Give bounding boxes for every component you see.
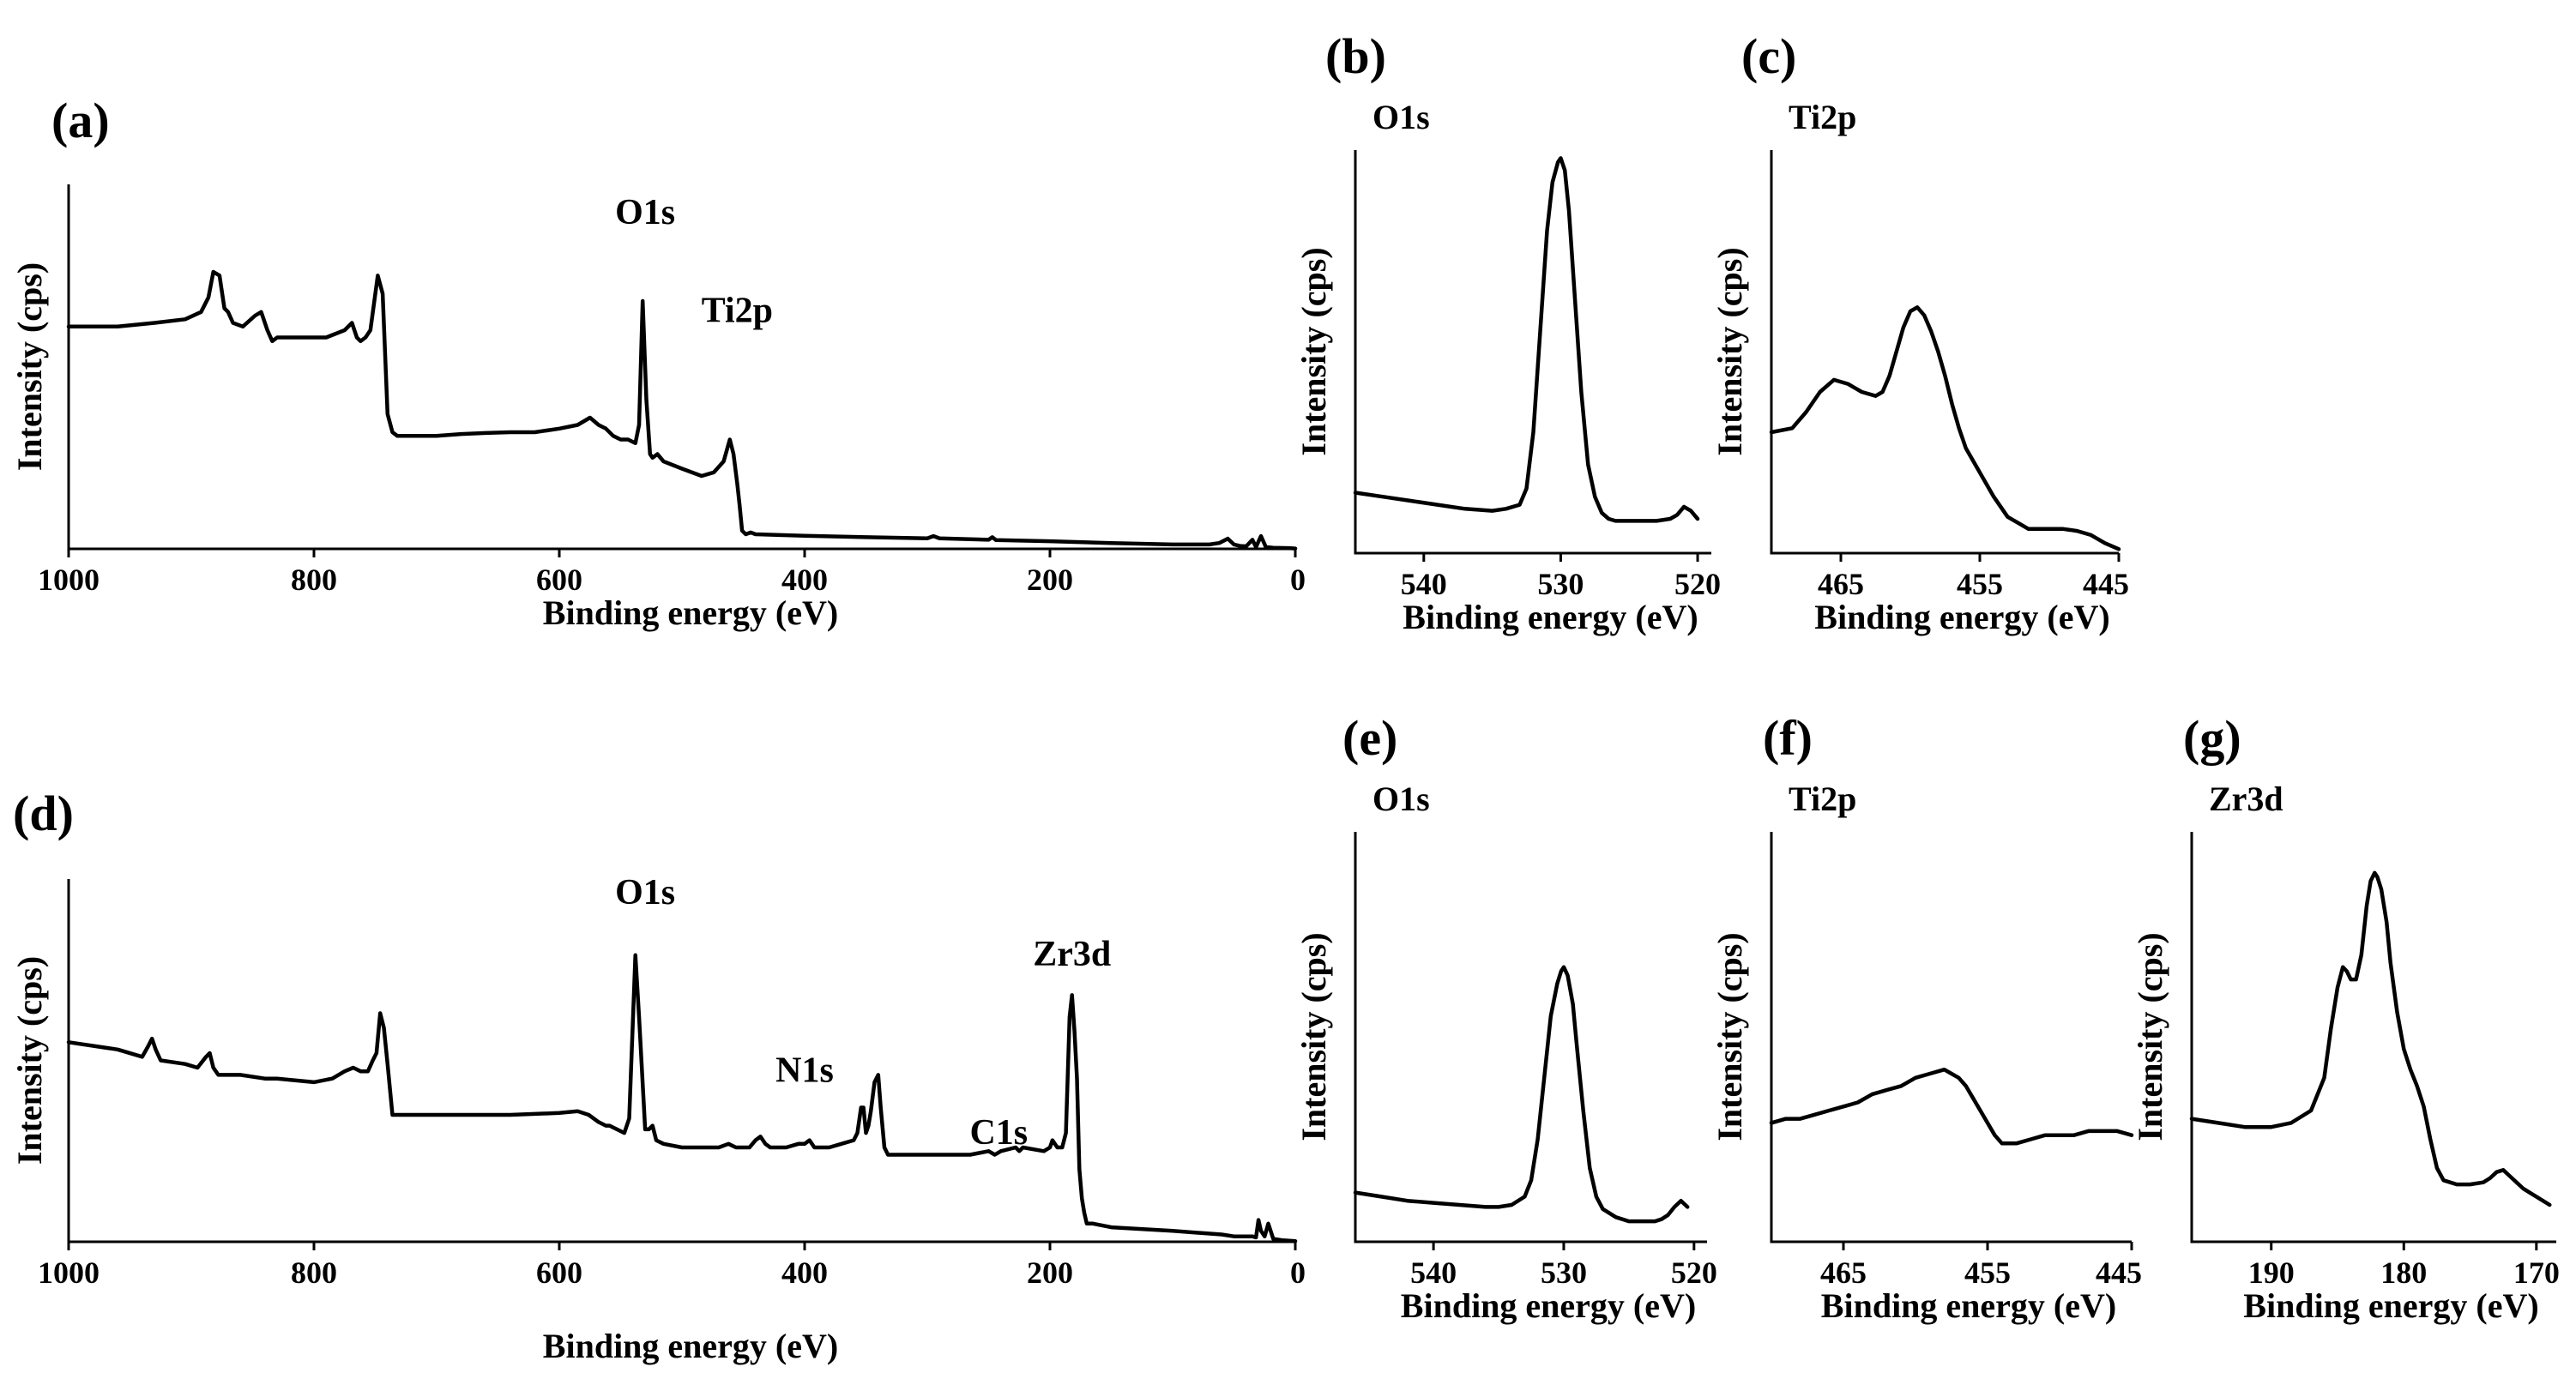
y-axis-label: Intensity (cps)	[10, 262, 49, 471]
inset-title: Ti2p	[1789, 98, 1856, 136]
x-tick-label: 520	[1674, 567, 1721, 601]
series-line-o1s	[1353, 965, 1690, 1224]
x-tick-label: 600	[536, 563, 582, 597]
peak-annotation: C1s	[969, 1113, 1028, 1153]
y-axis-label: Intensity (cps)	[2131, 932, 2169, 1141]
peak-annotation: Zr3d	[1033, 935, 1111, 974]
y-axis-label: Intensity (cps)	[1294, 247, 1333, 455]
panel-label: (c)	[1741, 28, 1796, 84]
series-line-ti2p	[1769, 1067, 2134, 1146]
panel-label: (a)	[51, 93, 110, 148]
panel-label: (d)	[13, 786, 74, 841]
x-tick-label: 540	[1401, 567, 1447, 601]
axis-lines	[1770, 150, 2119, 555]
panel-label: (g)	[2183, 710, 2241, 766]
inset-title: Ti2p	[1789, 780, 1856, 818]
x-axis-label: Binding energy (eV)	[1401, 1286, 1696, 1325]
inset-title: O1s	[1372, 98, 1430, 136]
y-axis-label: Intensity (cps)	[10, 956, 49, 1165]
axis-lines	[1354, 832, 1707, 1243]
peak-annotation: Ti2p	[702, 292, 773, 331]
x-axis-label: Binding energy (eV)	[543, 1327, 838, 1365]
panel-d: (d) Intensity (cps) 1000 800 600 400 200 0 Bindi…	[10, 786, 1306, 1365]
x-tick-label: 180	[2380, 1255, 2427, 1290]
axis-lines	[1770, 832, 2132, 1243]
x-tick-label: 190	[2248, 1255, 2295, 1290]
inset-title: O1s	[1372, 780, 1430, 818]
x-axis-label: Binding energy (eV)	[1821, 1286, 2116, 1325]
x-tick-label: 465	[1820, 1255, 1867, 1290]
series-line-survey	[66, 269, 1298, 551]
y-axis-label: Intensity (cps)	[1710, 932, 1749, 1141]
axis-lines	[2190, 832, 2556, 1243]
panel-a: (a) Intensity (cps) 1000 800 600 400 200 0 Bindi…	[10, 93, 1306, 632]
panel-label: (b)	[1325, 28, 1386, 84]
axis-lines	[67, 879, 1295, 1243]
panel-label: (f)	[1763, 710, 1813, 766]
x-axis-label: Binding energy (eV)	[1403, 598, 1698, 636]
x-axis-label: Binding energy (eV)	[1814, 598, 2109, 636]
panel-label: (e)	[1342, 710, 1397, 766]
inset-title: Zr3d	[2209, 780, 2283, 818]
peak-annotation: N1s	[775, 1051, 834, 1090]
axis-lines	[67, 184, 1295, 551]
x-tick-label: 600	[536, 1255, 582, 1290]
series-line-ti2p	[1769, 305, 2121, 551]
x-tick-label: 455	[1957, 567, 2003, 601]
x-tick-label: 800	[291, 563, 337, 597]
x-tick-label: 800	[291, 1255, 337, 1290]
x-tick-label: 0	[1290, 1255, 1306, 1290]
x-tick-label: 200	[1027, 563, 1073, 597]
series-line-survey	[66, 953, 1298, 1243]
x-tick-label: 400	[781, 563, 828, 597]
x-tick-label: 530	[1537, 567, 1584, 601]
series-line-zr3d	[2189, 870, 2552, 1207]
x-tick-label: 530	[1541, 1255, 1587, 1290]
x-tick-label: 1000	[38, 563, 100, 597]
x-tick-label: 540	[1410, 1255, 1457, 1290]
peak-annotation: O1s	[615, 873, 675, 912]
x-axis-label: Binding energy (eV)	[543, 593, 838, 632]
peak-annotation: O1s	[615, 193, 675, 232]
x-tick-label: 0	[1290, 563, 1306, 597]
x-tick-label: 445	[2083, 567, 2129, 601]
y-axis-label: Intensity (cps)	[1710, 247, 1749, 455]
y-axis-label: Intensity (cps)	[1294, 932, 1333, 1141]
x-tick-label: 170	[2513, 1255, 2560, 1290]
x-tick-label: 200	[1027, 1255, 1073, 1290]
x-axis-label: Binding energy (eV)	[2243, 1286, 2538, 1325]
x-tick-label: 445	[2096, 1255, 2142, 1290]
axis-lines	[1354, 150, 1711, 555]
x-tick-label: 465	[1818, 567, 1864, 601]
x-tick-label: 455	[1964, 1255, 2011, 1290]
x-tick-label: 520	[1671, 1255, 1717, 1290]
x-tick-label: 1000	[38, 1255, 100, 1290]
series-line-o1s	[1353, 156, 1700, 523]
x-tick-label: 400	[781, 1255, 828, 1290]
